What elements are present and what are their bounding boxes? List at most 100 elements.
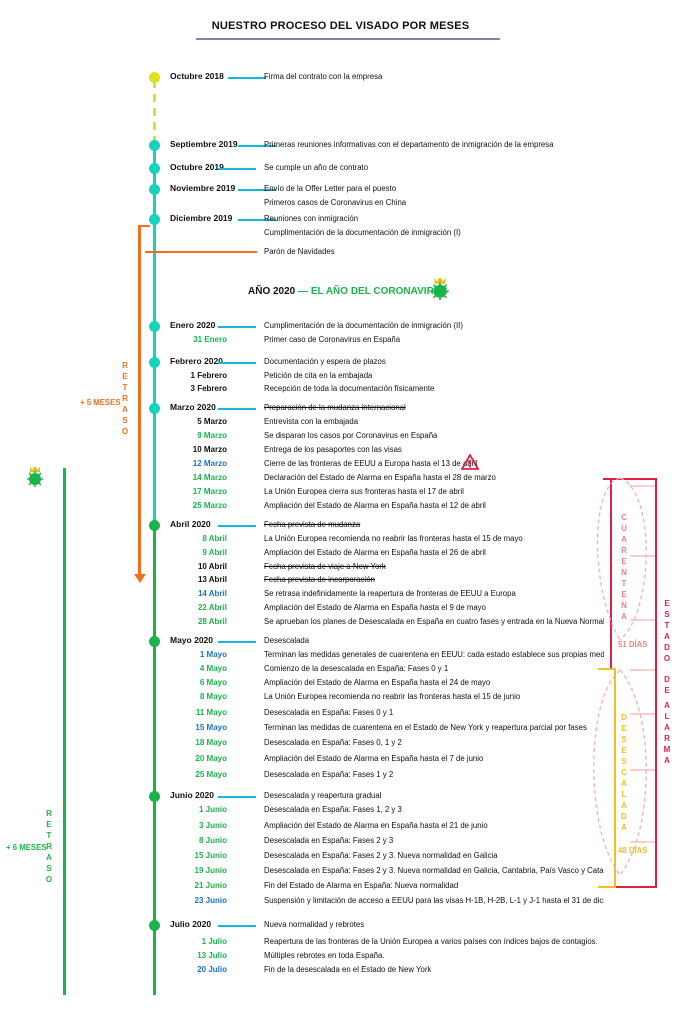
event-text: Múltiples rebrotes en toda España. [264,951,385,960]
event-text: Desescalada en España: Fases 0 y 1 [264,708,394,717]
event-date: 14 Marzo [192,473,227,482]
month-connector [218,796,256,798]
month-connector [238,219,276,221]
month-connector [218,408,256,410]
month-connector [218,525,256,527]
cuarentena-bracket [596,478,612,668]
event-text: Fin del Estado de Alarma en España: Nuev… [264,881,459,890]
page-title: NUESTRO PROCESO DEL VISADO POR MESES [211,20,470,32]
month-label: Octubre 2018 [170,71,224,81]
month-label: Febrero 2020 [170,356,223,366]
month-item-text: Desescalada y reapertura gradual [264,791,382,800]
timeline-dot [149,520,160,531]
retraso-green-line [63,468,66,995]
event-date: 20 Julio [197,965,227,974]
month-item-text: Documentación y espera de plazos [264,357,386,366]
event-text: La Unión Europea cierra sus fronteras ha… [264,487,464,496]
event-date: 25 Marzo [192,501,227,510]
timeline-dot [149,321,160,332]
event-date: 1 Febrero [190,371,227,380]
event-date: 15 Junio [194,851,227,860]
year-label: AÑO 2020 [248,286,296,297]
year-sep: — [298,286,309,297]
event-date: 6 Mayo [199,678,227,687]
event-date: 31 Enero [193,335,227,344]
event-date: 18 Mayo [195,738,227,747]
event-text: Se aprueban los planes de Desescalada en… [264,617,604,626]
event-date: 20 Mayo [195,754,227,763]
event-text: La Unión Europea recomienda no reabrir l… [264,534,523,543]
event-text: Ampliación del Estado de Alarma en Españ… [264,678,491,687]
event-text: Ampliación del Estado de Alarma en Españ… [264,821,488,830]
timeline-dot [149,163,160,174]
event-date: 17 Marzo [192,487,227,496]
month-connector [218,326,256,328]
month-label: Octubre 2019 [170,162,224,172]
month-item-text: Primeras reuniones informativas con el d… [264,140,554,149]
event-date: 13 Abril [197,575,227,584]
month-item-text: Envío de la Offer Letter para el puesto [264,184,397,193]
event-date: 8 Mayo [199,692,227,701]
month-label: Septiembre 2019 [170,139,238,149]
event-text: Reapertura de las fronteras de la Unión … [264,937,598,946]
event-date: 8 Abril [202,534,227,543]
event-date: 10 Abril [197,562,227,571]
month-connector [238,189,276,191]
event-date: 8 Junio [198,836,227,845]
timeline-dot [149,140,160,151]
month-connector [218,925,256,927]
title-underline [196,38,500,40]
event-text: Ampliación del Estado de Alarma en Españ… [264,548,486,557]
event-text: Entrega de los pasaportes con las visas [264,445,402,454]
event-date: 9 Abril [202,548,227,557]
timeline-dot [149,214,160,225]
month-connector [218,362,256,364]
month-connector [218,641,256,643]
timeline-dot [149,184,160,195]
retraso1-amount: + 5 MESES [80,398,121,407]
event-text: Suspensión y limitación de acceso a EEUU… [264,896,604,905]
month-item-text: Se cumple un año de contrato [264,163,369,172]
retraso-arrow-icon [134,574,146,583]
timeline-dot [149,72,160,83]
year-subtitle: EL AÑO DEL CORONAVIRUS [310,286,448,297]
event-date: 14 Abril [197,589,227,598]
desescalada-bracket [598,668,616,888]
month-label: Marzo 2020 [170,402,216,412]
event-text: Declaración del Estado de Alarma en Espa… [264,473,496,482]
month-item-text: Cumplimentación de la documentación de i… [264,321,463,330]
event-date: 1 Junio [198,805,227,814]
estado-alarma-bracket [603,478,657,888]
event-date: 28 Abril [197,617,227,626]
timeline-dot [149,791,160,802]
month-item-text: Firma del contrato con la empresa [264,72,383,81]
desescalada-days: 48 DÍAS [618,846,648,855]
timeline-dashed [153,80,156,140]
event-date: 5 Marzo [197,417,227,426]
retraso-orange-top [138,225,150,227]
event-date: 10 Marzo [192,445,227,454]
event-text: La Unión Europea recomienda no reabrir l… [264,692,521,701]
timeline-dot [149,920,160,931]
event-text: Se retrasa indefinidamente la reapertura… [264,589,516,598]
event-text: Desescalada en España: Fases 1, 2 y 3 [264,805,402,814]
event-date: 19 Junio [194,866,227,875]
month-connector [228,77,266,79]
timeline-dot [149,636,160,647]
warning-icon [460,453,480,475]
event-text: Desescalada en España: Fases 0, 1 y 2 [264,738,402,747]
event-text: Desescalada en España: Fases 2 y 3 [264,836,394,845]
event-text: Ampliación del Estado de Alarma en Españ… [264,754,484,763]
event-text: Desescalada en España: Fases 2 y 3. Nuev… [264,851,498,860]
event-date: 1 Mayo [199,650,227,659]
event-text: Petición de cita en la embajada [264,371,373,380]
month-label: Diciembre 2019 [170,213,233,223]
event-date: 13 Julio [197,951,227,960]
event-text: Fecha prevista de viaje a New York [264,562,386,571]
